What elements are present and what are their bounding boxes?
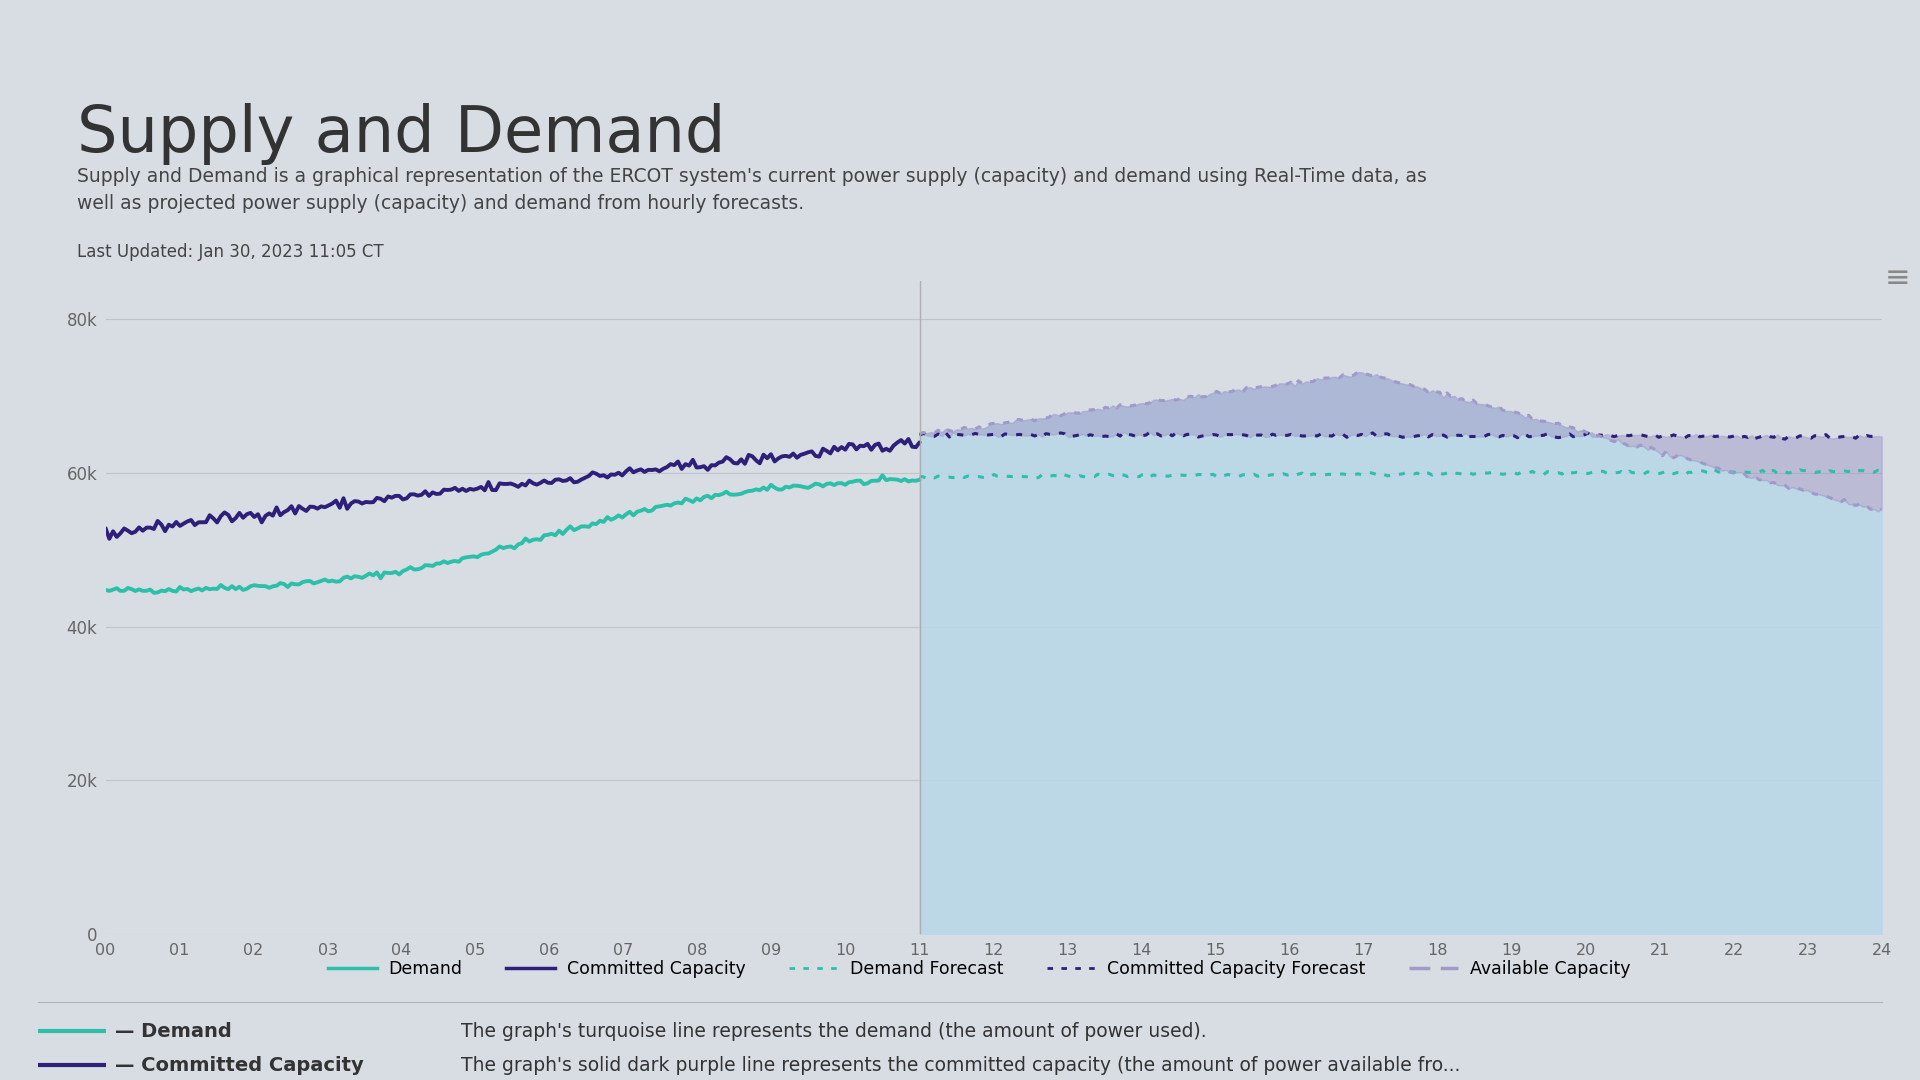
Text: well as projected power supply (capacity) and demand from hourly forecasts.: well as projected power supply (capacity… [77,194,804,214]
Text: The graph's turquoise line represents the demand (the amount of power used).: The graph's turquoise line represents th… [461,1022,1206,1041]
Text: ≡: ≡ [1885,265,1910,294]
Text: Supply and Demand is a graphical representation of the ERCOT system's current po: Supply and Demand is a graphical represe… [77,167,1427,187]
Text: The graph's solid dark purple line represents the committed capacity (the amount: The graph's solid dark purple line repre… [461,1056,1461,1075]
Text: — Committed Capacity: — Committed Capacity [115,1056,365,1075]
Text: Supply and Demand: Supply and Demand [77,103,726,164]
Text: — Demand: — Demand [115,1022,232,1041]
Text: Last Updated: Jan 30, 2023 11:05 CT: Last Updated: Jan 30, 2023 11:05 CT [77,243,384,261]
Legend: Demand, Committed Capacity, Demand Forecast, Committed Capacity Forecast, Availa: Demand, Committed Capacity, Demand Forec… [321,954,1638,985]
